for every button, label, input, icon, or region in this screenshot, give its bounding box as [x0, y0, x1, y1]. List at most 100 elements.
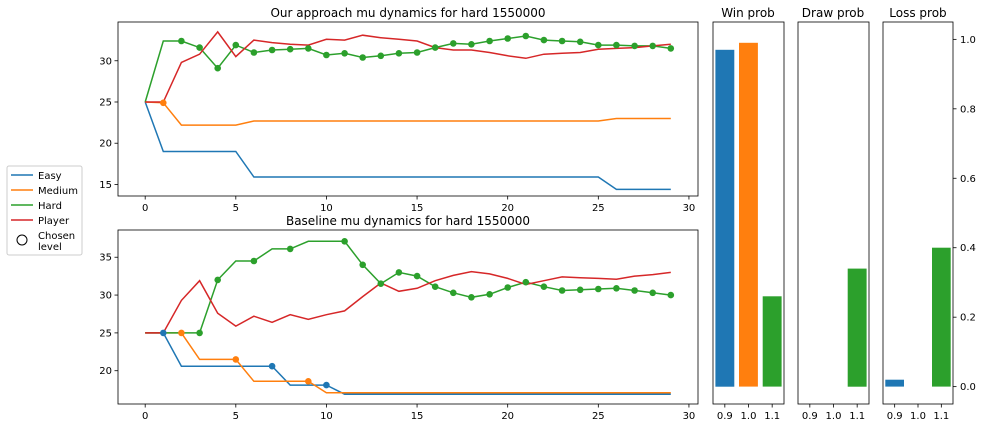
- chosen-level-marker: [377, 280, 385, 288]
- chosen-level-marker: [540, 283, 548, 291]
- bar-1.1: [762, 296, 782, 387]
- bar-0.9: [715, 49, 735, 387]
- x-tick-label: 1.0: [910, 411, 926, 422]
- legend-chosen-label-1: Chosen: [38, 231, 75, 242]
- series-line-easy: [145, 332, 671, 395]
- y-tick-label: 1.0: [960, 35, 976, 46]
- x-tick-label: 1.1: [933, 411, 949, 422]
- y-tick-label: 15: [99, 180, 112, 191]
- x-tick-label: 1.1: [849, 411, 865, 422]
- chosen-level-marker: [486, 291, 493, 298]
- y-tick-label: 20: [99, 139, 112, 150]
- chosen-level-marker: [413, 272, 421, 280]
- loss-prob-chart: Loss prob 0.9 1.0 1.1 0.0 0.2 0.4 0.6 0.8 1.0: [882, 6, 976, 422]
- chosen-level-marker: [341, 50, 348, 57]
- x-tick-label: 0.9: [887, 411, 903, 422]
- chosen-level-marker: [214, 276, 221, 284]
- chosen-level-marker: [286, 245, 294, 253]
- top-chart-title: Our approach mu dynamics for hard 155000…: [270, 6, 545, 20]
- chosen-level-marker: [413, 49, 421, 56]
- legend-frame: [6, 165, 83, 256]
- chosen-level-marker: [576, 38, 584, 46]
- chosen-level-marker: [341, 238, 348, 245]
- chosen-level-marker: [268, 46, 276, 54]
- x-tick-label: 25: [592, 411, 605, 422]
- y-tick-label: 30: [99, 56, 112, 67]
- legend-easy-label: Easy: [38, 171, 62, 182]
- x-tick-label: 30: [683, 203, 696, 214]
- x-tick-label: 1.0: [741, 411, 757, 422]
- chosen-level-marker: [613, 41, 620, 49]
- bar-0.9: [885, 379, 904, 387]
- win-prob-title: Win prob: [721, 6, 775, 20]
- chosen-level-marker: [160, 99, 167, 107]
- chosen-level-marker: [504, 35, 512, 42]
- chosen-level-marker: [468, 41, 475, 48]
- draw-prob-title: Draw prob: [802, 6, 864, 20]
- chosen-level-marker: [431, 283, 439, 291]
- chosen-level-marker: [576, 286, 584, 294]
- chosen-level-marker: [540, 36, 548, 44]
- chosen-level-marker: [631, 42, 638, 50]
- loss-prob-title: Loss prob: [889, 6, 946, 20]
- chosen-level-marker: [196, 329, 203, 337]
- chosen-level-marker: [395, 269, 403, 276]
- x-tick-label: 25: [592, 203, 605, 214]
- bottom-line-chart: Baseline mu dynamics for hard 1550000 0 5…: [99, 214, 699, 422]
- x-tick-label: 10: [320, 411, 333, 422]
- x-tick-label: 0.9: [802, 411, 818, 422]
- y-tick-label: 0.8: [960, 104, 976, 115]
- chosen-level-marker: [631, 287, 638, 294]
- chosen-level-marker: [522, 278, 530, 286]
- x-tick-label: 10: [320, 203, 333, 214]
- axes-frame: [117, 229, 699, 405]
- x-tick-label: 0.9: [717, 411, 733, 422]
- chosen-level-marker: [667, 291, 675, 299]
- series-line-player: [145, 270, 671, 334]
- draw-prob-chart: Draw prob 0.9 1.0 1.1: [797, 6, 870, 422]
- y-tick-label: 35: [99, 253, 112, 264]
- legend-chosen-marker: [16, 234, 28, 246]
- chosen-level-marker: [268, 362, 276, 370]
- y-tick-label: 25: [99, 328, 112, 339]
- axes-frame: [117, 21, 699, 197]
- chosen-level-marker: [395, 50, 403, 57]
- y-tick-label: 0.4: [960, 243, 976, 254]
- chosen-level-marker: [595, 285, 602, 293]
- series-line-medium: [145, 332, 671, 394]
- legend-player-label: Player: [38, 216, 70, 227]
- chosen-level-marker: [595, 41, 602, 49]
- x-tick-label: 5: [233, 411, 239, 422]
- series-line-hard: [144, 35, 671, 103]
- chosen-level-marker: [286, 45, 294, 53]
- y-tick-label: 30: [99, 291, 112, 302]
- chosen-level-marker: [558, 37, 566, 45]
- chosen-level-marker: [250, 49, 258, 56]
- x-tick-label: 0: [142, 411, 148, 422]
- series-line-player: [145, 30, 671, 103]
- chosen-level-marker: [359, 54, 367, 61]
- bar-1.1: [932, 247, 951, 387]
- chosen-level-marker: [178, 37, 185, 45]
- legend-chosen-label-2: level: [38, 242, 62, 253]
- chosen-level-marker: [377, 52, 385, 60]
- chosen-level-marker: [450, 289, 457, 297]
- chosen-level-marker: [196, 44, 203, 51]
- y-tick-label: 0.6: [960, 174, 976, 185]
- chosen-level-marker: [178, 329, 185, 337]
- chosen-level-marker: [522, 32, 530, 40]
- win-prob-chart: Win prob 0.9 1.0 1.1: [712, 6, 785, 422]
- legend-medium-label: Medium: [38, 186, 78, 197]
- x-tick-label: 15: [411, 411, 424, 422]
- chosen-level-marker: [323, 381, 330, 389]
- bottom-chart-title: Baseline mu dynamics for hard 1550000: [286, 214, 530, 228]
- y-tick-label: 0.2: [960, 313, 976, 324]
- series-line-medium: [145, 101, 671, 126]
- y-tick-label: 20: [99, 366, 112, 377]
- chosen-level-marker: [160, 329, 167, 337]
- legend: Easy Medium Hard Player Chosen level: [6, 165, 83, 256]
- chosen-level-marker: [613, 285, 620, 292]
- bar-1.0: [739, 42, 758, 387]
- chosen-level-marker: [667, 45, 675, 52]
